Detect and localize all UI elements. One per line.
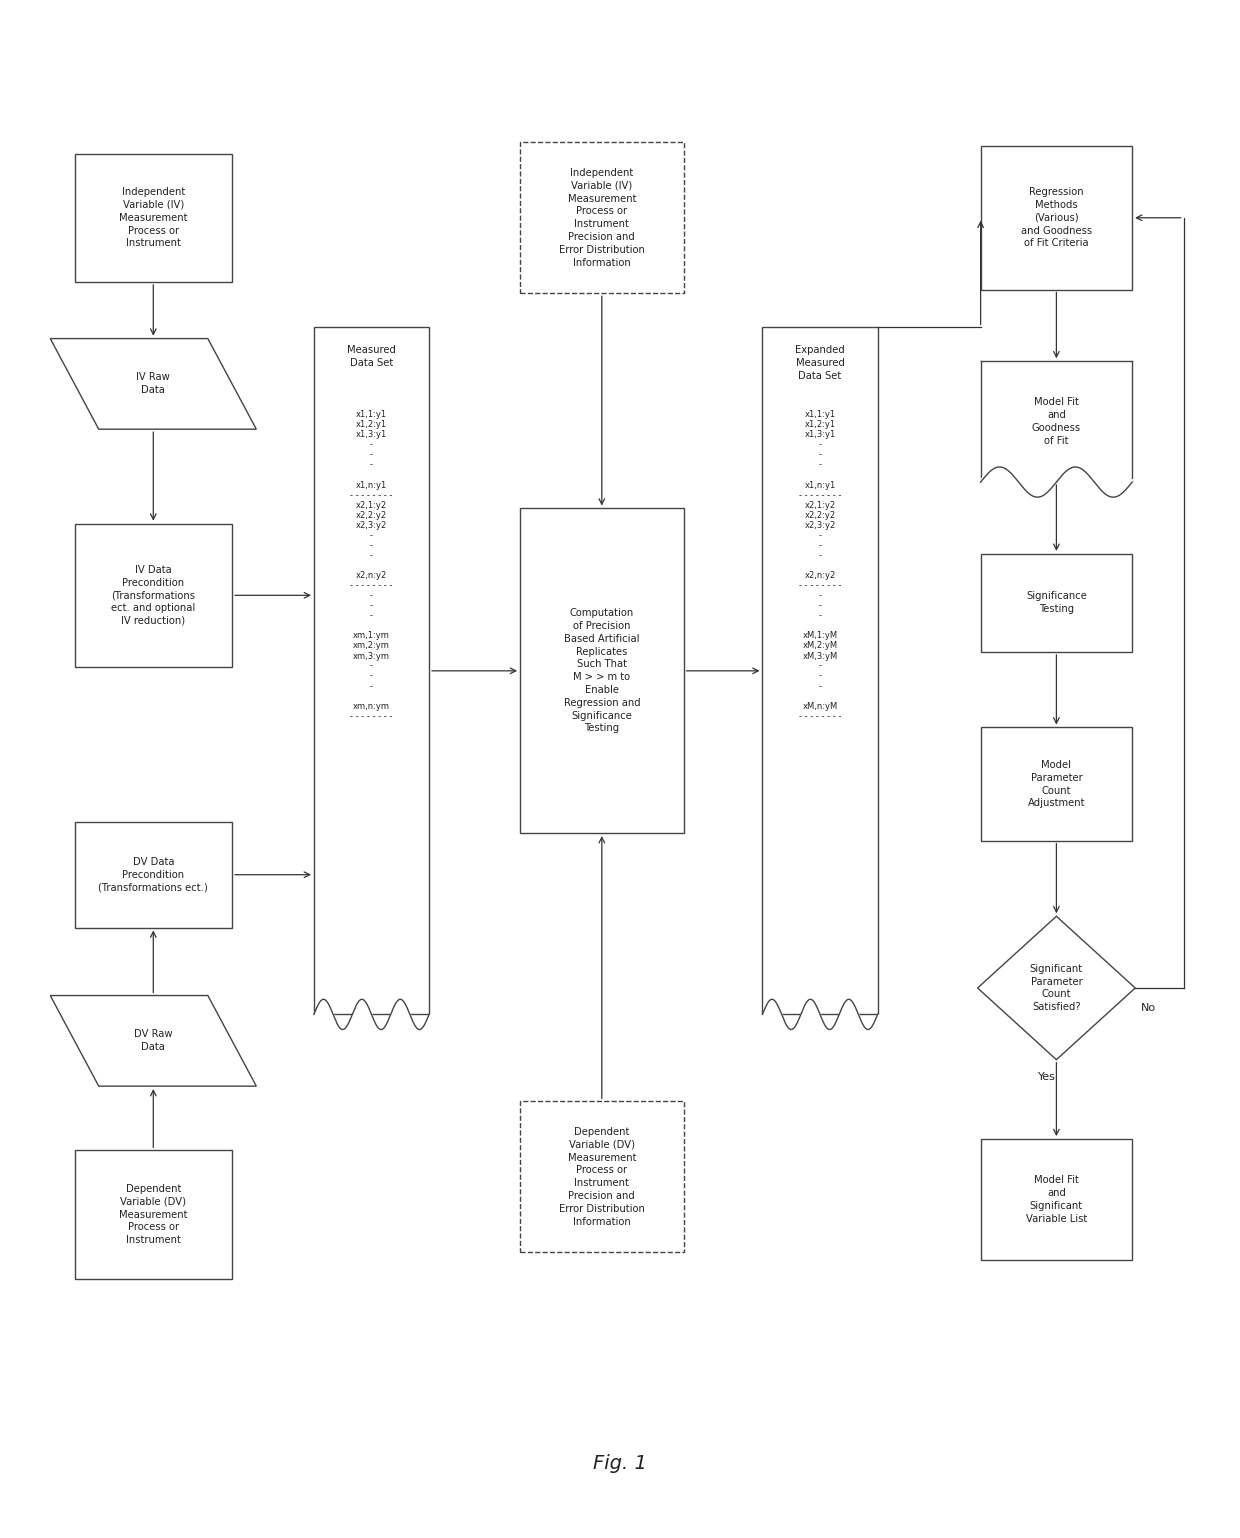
Bar	[74, 523, 232, 667]
Text: x1,1:y1
x1,2:y1
x1,3:y1
-
-
-
 
x1,n:y1
- - - - - - - -
x2,1:y2
x2,2:y2
x2,3:y2
: x1,1:y1 x1,2:y1 x1,3:y1 - - - x1,n:y1 - …	[799, 411, 841, 721]
Text: Model Fit
and
Goodness
of Fit: Model Fit and Goodness of Fit	[1032, 397, 1081, 446]
Polygon shape	[51, 338, 257, 429]
Bar	[314, 328, 429, 1015]
Text: DV Raw
Data: DV Raw Data	[134, 1029, 172, 1052]
Text: Yes: Yes	[1038, 1072, 1055, 1081]
Polygon shape	[977, 917, 1135, 1060]
Text: Significance
Testing: Significance Testing	[1025, 592, 1086, 614]
Text: Fig. 1: Fig. 1	[593, 1455, 647, 1473]
Text: Computation
of Precision
Based Artificial
Replicates
Such That
M > > m to
Enable: Computation of Precision Based Artificia…	[563, 608, 640, 734]
Bar	[520, 1101, 683, 1252]
Bar	[981, 361, 1132, 481]
Bar	[981, 727, 1132, 841]
Text: Independent
Variable (IV)
Measurement
Process or
Instrument: Independent Variable (IV) Measurement Pr…	[119, 188, 187, 248]
Text: IV Data
Precondition
(Transformations
ect. and optional
IV reduction): IV Data Precondition (Transformations ec…	[112, 564, 196, 626]
Polygon shape	[51, 995, 257, 1086]
Text: x1,1:y1
x1,2:y1
x1,3:y1
-
-
-
 
x1,n:y1
- - - - - - - -
x2,1:y2
x2,2:y2
x2,3:y2
: x1,1:y1 x1,2:y1 x1,3:y1 - - - x1,n:y1 - …	[351, 411, 393, 721]
Text: Dependent
Variable (DV)
Measurement
Process or
Instrument: Dependent Variable (DV) Measurement Proc…	[119, 1184, 187, 1246]
Bar	[981, 554, 1132, 652]
Text: Model
Parameter
Count
Adjustment: Model Parameter Count Adjustment	[1028, 760, 1085, 809]
Text: Independent
Variable (IV)
Measurement
Process or
Instrument
Precision and
Error : Independent Variable (IV) Measurement Pr…	[559, 168, 645, 268]
Bar	[74, 821, 232, 927]
Text: IV Raw
Data: IV Raw Data	[136, 372, 170, 395]
Text: Dependent
Variable (DV)
Measurement
Process or
Instrument
Precision and
Error Di: Dependent Variable (DV) Measurement Proc…	[559, 1127, 645, 1227]
Text: DV Data
Precondition
(Transformations ect.): DV Data Precondition (Transformations ec…	[98, 857, 208, 892]
Bar	[520, 509, 683, 834]
Bar	[981, 146, 1132, 289]
Text: Significant
Parameter
Count
Satisfied?: Significant Parameter Count Satisfied?	[1030, 964, 1083, 1012]
Text: Regression
Methods
(Various)
and Goodness
of Fit Criteria: Regression Methods (Various) and Goodnes…	[1021, 188, 1092, 248]
Bar	[981, 1140, 1132, 1260]
Bar	[763, 328, 878, 1015]
Bar	[520, 141, 683, 294]
Text: Expanded
Measured
Data Set: Expanded Measured Data Set	[795, 346, 844, 381]
Text: Measured
Data Set: Measured Data Set	[347, 346, 396, 368]
Text: No: No	[1141, 1003, 1157, 1014]
Bar	[74, 1150, 232, 1278]
Text: Model Fit
and
Significant
Variable List: Model Fit and Significant Variable List	[1025, 1175, 1087, 1224]
Bar	[74, 154, 232, 281]
